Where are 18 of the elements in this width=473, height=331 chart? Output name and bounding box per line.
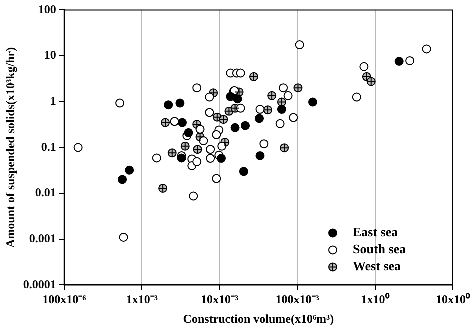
- x-tick-label: 10x10⁰: [436, 292, 471, 306]
- x-tick-label: 10x10⁻³: [201, 292, 240, 306]
- legend-label: South sea: [353, 242, 407, 257]
- y-tick-label: 1: [50, 94, 56, 108]
- y-axis-title: Amount of suspended solids(x10³kg/hr): [3, 47, 18, 248]
- x-tick-label: 1x10⁻³: [126, 292, 158, 306]
- y-tick-label: 0.001: [29, 231, 56, 246]
- y-tick-label: 100: [38, 2, 56, 16]
- legend-label: East sea: [353, 224, 399, 240]
- y-tick-label: 10: [44, 48, 56, 62]
- x-tick-label: 100x10⁻³: [276, 292, 320, 306]
- x-axis-title: Construction volume(x10⁶m³): [183, 312, 334, 326]
- y-tick-label: 0.01: [35, 186, 56, 200]
- y-tick-label: 0.0001: [23, 277, 56, 292]
- legend-label: West sea: [353, 258, 402, 274]
- x-tick-label: 100x10⁻⁶: [42, 292, 87, 306]
- x-tick-label: 1x10⁰: [361, 292, 390, 306]
- y-tick-label: 0.1: [41, 140, 56, 154]
